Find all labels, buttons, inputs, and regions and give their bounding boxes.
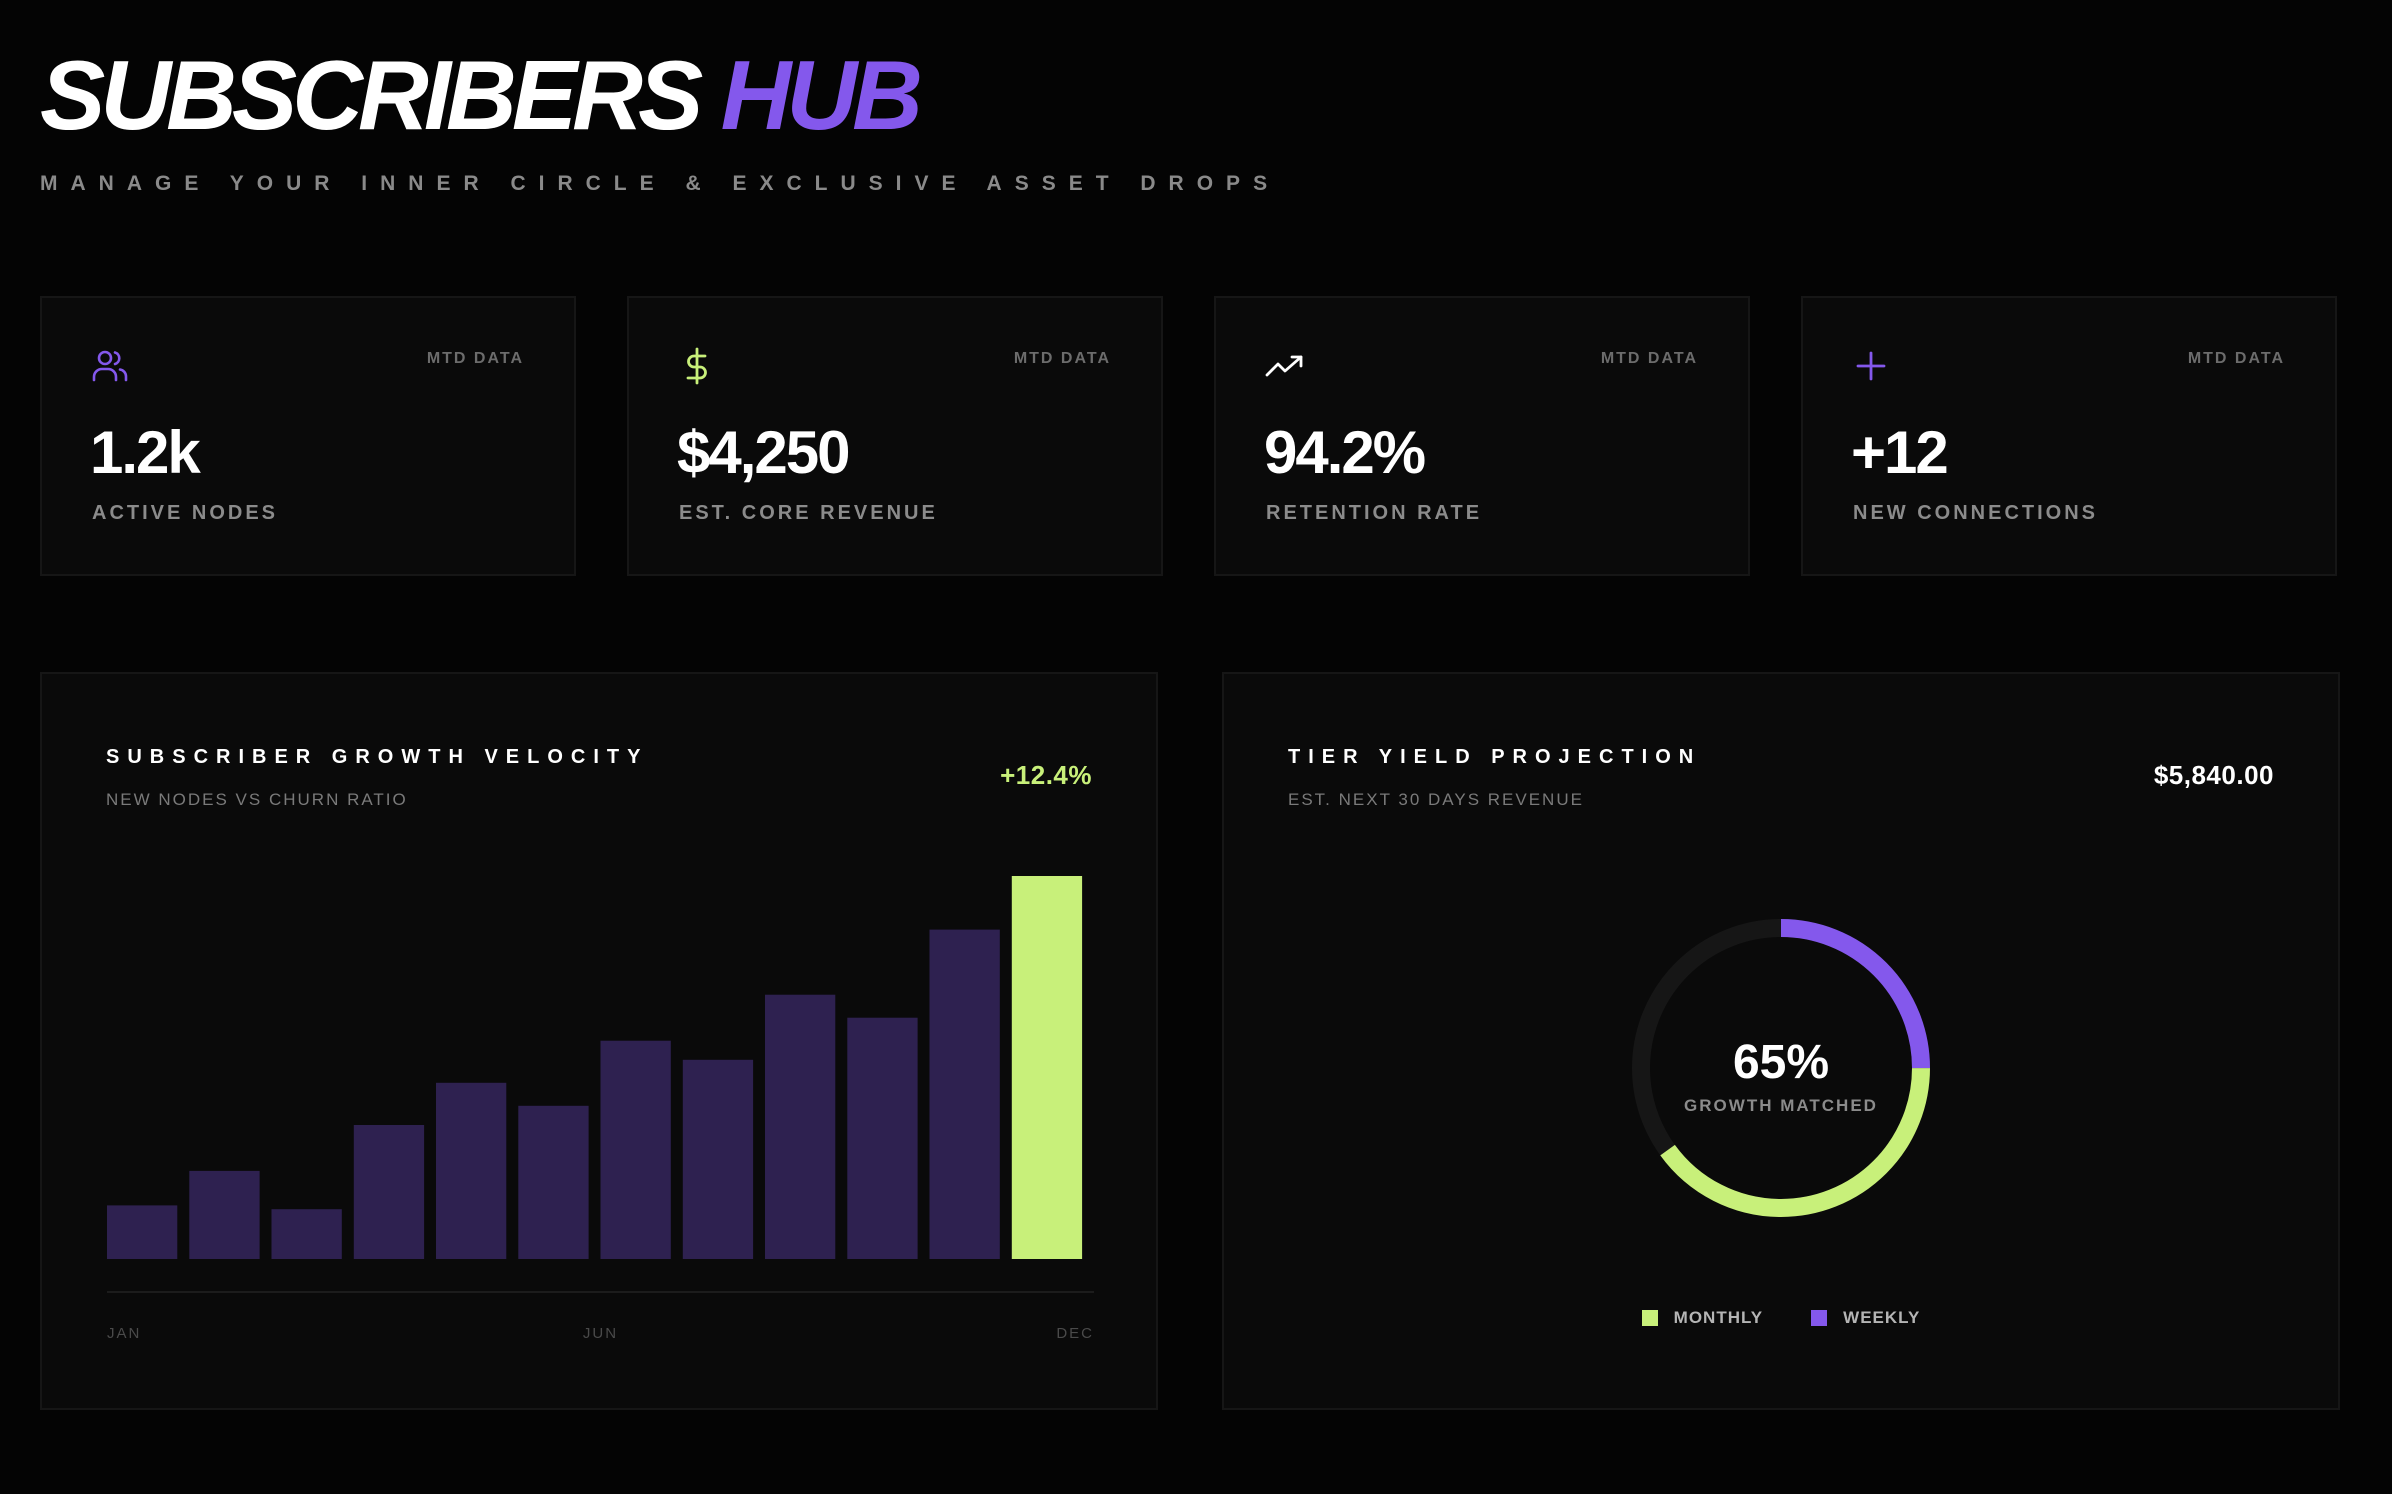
ring-legend: MONTHLY WEEKLY	[1224, 1308, 2338, 1328]
dollar-icon	[686, 347, 707, 385]
title-primary: SUBSCRIBERS	[40, 40, 703, 150]
stat-card-new-connections: MTD DATA +12 NEW CONNECTIONS	[1801, 296, 2337, 576]
growth-bar	[600, 1040, 671, 1259]
ring-segment-weekly	[1632, 919, 1930, 1217]
growth-panel-subtitle: NEW NODES VS CHURN RATIO	[106, 790, 408, 809]
growth-ring-chart: 65% GROWTH MATCHED	[1632, 919, 1930, 1217]
x-tick-label: JUN	[583, 1325, 618, 1342]
stat-value: 94.2%	[1264, 419, 1426, 486]
yield-panel-title: TIER YIELD PROJECTION	[1288, 746, 1702, 768]
stat-value: +12	[1851, 419, 1949, 486]
x-tick-label: DEC	[1056, 1325, 1094, 1342]
stat-tag: MTD DATA	[1600, 350, 1698, 367]
page-title: SUBSCRIBERS HUB	[40, 40, 923, 150]
title-accent: HUB	[720, 40, 923, 150]
legend-swatch	[1811, 1310, 1828, 1326]
stat-label: NEW CONNECTIONS	[1853, 502, 2098, 524]
stat-tag: MTD DATA	[426, 350, 524, 367]
stat-label: ACTIVE NODES	[92, 502, 279, 524]
plus-icon	[1856, 351, 1886, 381]
stat-value: $4,250	[677, 419, 851, 486]
yield-panel-subtitle: EST. NEXT 30 DAYS REVENUE	[1288, 790, 1584, 809]
stat-card-core-revenue: MTD DATA $4,250 EST. CORE REVENUE	[627, 296, 1163, 576]
growth-velocity-panel: SUBSCRIBER GROWTH VELOCITY NEW NODES VS …	[40, 672, 1158, 1410]
users-icon	[92, 350, 128, 382]
growth-panel-title: SUBSCRIBER GROWTH VELOCITY	[106, 746, 649, 768]
yield-revenue-value: $5,840.00	[2153, 760, 2274, 790]
growth-bar	[765, 994, 836, 1259]
growth-bar	[189, 1170, 260, 1259]
x-tick-label: JAN	[107, 1325, 141, 1342]
page-subtitle: MANAGE YOUR INNER CIRCLE & EXCLUSIVE ASS…	[40, 172, 1281, 195]
legend-label: WEEKLY	[1843, 1308, 1921, 1327]
legend-item-weekly: WEEKLY	[1811, 1308, 1920, 1328]
growth-bar	[1011, 876, 1083, 1259]
growth-bar	[682, 1059, 754, 1259]
growth-bar	[847, 1017, 918, 1259]
growth-bar	[436, 1082, 507, 1259]
legend-item-monthly: MONTHLY	[1641, 1308, 1764, 1328]
growth-bar	[518, 1105, 589, 1259]
stat-tag: MTD DATA	[2187, 350, 2285, 367]
growth-bar-chart: JAN JUN DEC	[107, 876, 1094, 1342]
ring-segment-monthly	[1632, 919, 1930, 1217]
stat-value: 1.2k	[90, 419, 201, 486]
growth-bar	[271, 1209, 342, 1259]
growth-rate-value: +12.4%	[1000, 760, 1092, 790]
tier-yield-panel: TIER YIELD PROJECTION EST. NEXT 30 DAYS …	[1222, 672, 2340, 1410]
stat-label: RETENTION RATE	[1266, 502, 1483, 524]
trending-up-icon	[1265, 355, 1303, 377]
growth-bar	[929, 929, 1000, 1259]
legend-swatch	[1641, 1310, 1658, 1326]
stat-card-active-nodes: MTD DATA 1.2k ACTIVE NODES	[40, 296, 576, 576]
ring-center-value: 65%	[1733, 1036, 1829, 1089]
stat-label: EST. CORE REVENUE	[679, 502, 938, 524]
growth-bar	[107, 1205, 178, 1259]
legend-label: MONTHLY	[1673, 1308, 1764, 1327]
ring-center-label: GROWTH MATCHED	[1684, 1096, 1878, 1115]
stat-tag: MTD DATA	[1013, 350, 1111, 367]
growth-bar	[353, 1125, 425, 1259]
stat-card-retention-rate: MTD DATA 94.2% RETENTION RATE	[1214, 296, 1750, 576]
